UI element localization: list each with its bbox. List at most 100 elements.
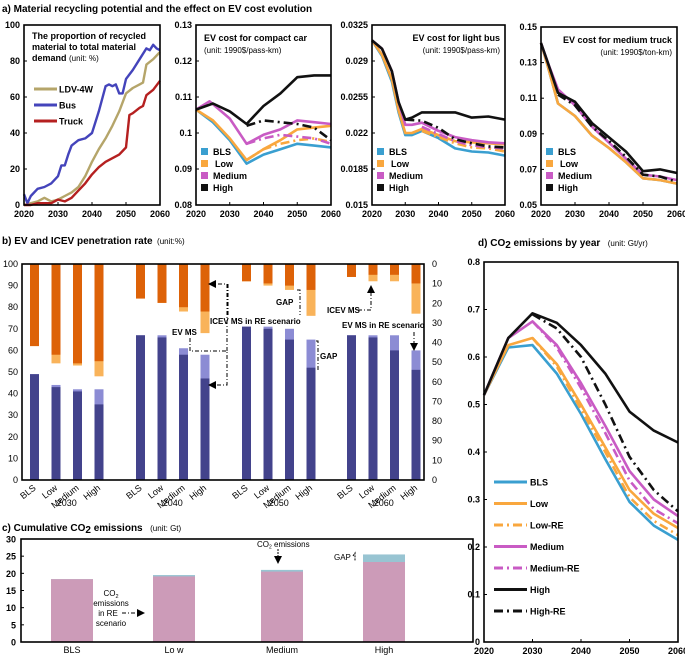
x-tick-label: 2050 — [619, 646, 639, 656]
y-tick-label-right: 50 — [432, 357, 442, 367]
arrow-icon — [208, 280, 216, 288]
x-tick-label: 2060 — [668, 646, 685, 656]
annotation-leader — [358, 293, 372, 311]
x-tick-label: 2050 — [462, 209, 482, 219]
panel-c-title-sub: 2 — [85, 525, 91, 536]
bar-icev-ms-re — [94, 264, 104, 362]
x-category-label: BLS — [230, 483, 250, 501]
bar-co2-emissions-re — [51, 579, 93, 642]
legend-label: High — [213, 183, 233, 193]
legend-label: Low — [391, 159, 410, 169]
legend-label: Medium-RE — [530, 564, 580, 574]
x-tick-label: 2060 — [150, 209, 170, 219]
legend-swatch-low — [546, 160, 553, 167]
chart-unit: (unit: 1990$/ton-km) — [600, 48, 672, 57]
y-tick-label: 0.15 — [519, 22, 537, 32]
bar-icev-ms-re — [306, 264, 316, 290]
series-line-high-re — [557, 93, 678, 184]
y-tick-label-right: 90 — [432, 436, 442, 446]
bar-ev-ms-re — [73, 391, 82, 480]
series-line-bls — [370, 39, 506, 157]
chart-title-line: material to total material — [32, 42, 136, 52]
y-tick-label: 20 — [10, 164, 20, 174]
y-tick-label: 80 — [10, 56, 20, 66]
legend-label: Low-RE — [530, 521, 564, 531]
legend-label: High — [558, 183, 578, 193]
chart-cumulative-co2: BLS Lo w Medium High051015202530CO2emission… — [6, 535, 474, 655]
annotation-re-line3: in RE — [98, 609, 118, 618]
x-tick-label: 2030 — [48, 209, 68, 219]
bar-ev-ms-re — [200, 378, 210, 480]
x-tick-label: 2020 — [186, 209, 206, 219]
legend-label: Low — [560, 159, 579, 169]
y-tick-label-left: 90 — [8, 281, 18, 291]
panel-a-title: a) Material recycling potential and the … — [2, 4, 312, 15]
bar-ev-ms-re — [368, 337, 378, 480]
legend-label: Truck — [59, 117, 84, 127]
y-tick-label: 25 — [6, 552, 16, 562]
legend-swatch-high — [546, 184, 553, 191]
y-tick-label: 0.6 — [467, 352, 480, 362]
bar-icev-ms-re — [136, 264, 145, 299]
chart-title: EV cost for light bus — [412, 33, 500, 43]
panel-c-title-main: c) Cumulative CO — [2, 523, 86, 534]
bar-co2-emissions-re — [363, 562, 405, 642]
bar-icev-ms-re — [242, 264, 251, 282]
series-line-low — [539, 42, 678, 185]
y-tick-label: 0 — [475, 637, 480, 647]
x-tick-label: 2030 — [565, 209, 585, 219]
series-line-medium-re — [421, 125, 506, 150]
series-line-bls — [482, 343, 679, 542]
legend-swatch-bls — [201, 148, 208, 155]
annotation-bracket — [352, 551, 356, 561]
chart-co2-by-year: 0 0.1 0.2 0.3 0.4 0.5 0.6 0.7 0.8 2020 2030 2040 205… — [467, 257, 685, 656]
y-tick-label: 0.5 — [467, 400, 480, 410]
bar-ev-ms-re — [51, 387, 61, 480]
series-line-high — [539, 42, 678, 175]
y-tick-label: 0.12 — [174, 56, 192, 66]
annotation-co2-emissions: CO2 emissions — [257, 540, 310, 551]
bar-ev-ms-re — [263, 328, 273, 480]
x-category-label: High — [81, 483, 102, 502]
legend-label: BLS — [530, 478, 548, 488]
x-tick-label: 2040 — [82, 209, 102, 219]
annotation-re-sub: 2 — [115, 594, 118, 600]
chart-ev-cost-light-bus: 0.015 0.0185 0.022 0.0255 0.029 0.0325 2020 203… — [340, 20, 515, 219]
y-tick-label-right: 40 — [432, 338, 442, 348]
x-group-label: 2040 — [163, 498, 183, 508]
annotation-co2-rest: emissions — [272, 540, 310, 549]
annotation-leader — [216, 283, 228, 351]
chart-ev-cost-medium-truck: 0.05 0.07 0.09 0.11 0.13 0.15 2020 2030 2040 2050… — [519, 22, 685, 219]
chart-ev-cost-compact-car: 0.08 0.09 0.1 0.11 0.12 0.13 2020 2030 2040 2050 2… — [174, 20, 341, 219]
y-tick-label-left: 80 — [8, 302, 18, 312]
panel-d-title: d) CO2 emissions by year (unit: Gt/yr) — [478, 233, 648, 251]
y-tick-label: 0.09 — [519, 129, 537, 139]
y-tick-label: 0.0325 — [340, 20, 368, 30]
x-category-label: BLS — [124, 483, 144, 501]
chart-unit: (unit: 1990$/pass-km) — [423, 46, 501, 55]
x-tick-label: 2040 — [253, 209, 273, 219]
y-tick-label-right: 30 — [432, 318, 442, 328]
series-line-medium — [371, 39, 506, 145]
panel-d-title-unit: (unit: Gt/yr) — [608, 239, 648, 248]
series-line-bus — [22, 43, 161, 205]
y-tick-label-left: 10 — [8, 453, 18, 463]
series-line-high — [482, 312, 679, 444]
series-line-high-re — [531, 313, 679, 513]
y-tick-label: 15 — [6, 586, 16, 596]
chart-unit: (unit: %) — [69, 54, 99, 63]
y-tick-label: 0.0185 — [340, 164, 368, 174]
y-tick-label: 0.05 — [519, 200, 537, 210]
legend-swatch-medium — [201, 172, 208, 179]
panel-c-title-rest: emissions — [91, 523, 143, 534]
y-tick-label-left: 70 — [8, 324, 18, 334]
arrow-icon — [410, 343, 418, 351]
x-tick-label: 2050 — [633, 209, 653, 219]
x-tick-label: 2030 — [522, 646, 542, 656]
panel-d-title-rest: emissions by year — [511, 238, 601, 249]
annotation-re-line2: emissions — [93, 599, 129, 608]
legend-label: BLS — [558, 147, 576, 157]
series-line-high — [371, 39, 506, 121]
x-tick-label: 2050 — [287, 209, 307, 219]
annotation-re-line4: scenario — [96, 619, 127, 628]
